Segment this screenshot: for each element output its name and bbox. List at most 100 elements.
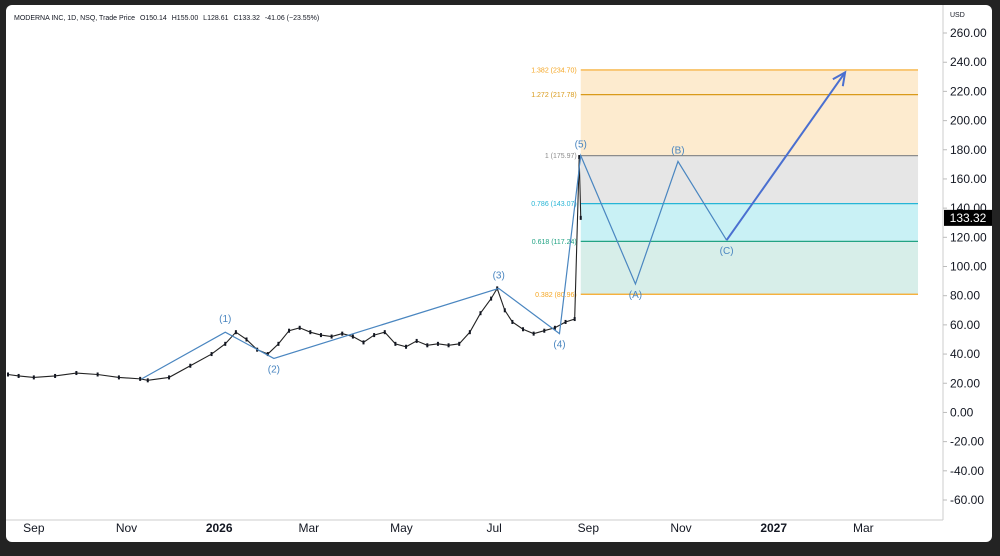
- price-point: [288, 328, 291, 333]
- price-point: [139, 376, 142, 381]
- wave-label: (5): [575, 140, 587, 151]
- x-tick-label: Nov: [670, 521, 691, 535]
- price-point: [532, 331, 535, 336]
- price-point: [146, 378, 149, 383]
- x-tick-label: Jul: [486, 521, 501, 535]
- current-price-label: 133.32: [950, 211, 987, 225]
- x-tick-label: May: [390, 521, 413, 535]
- price-point: [458, 341, 461, 346]
- price-point: [309, 330, 312, 335]
- fib-zone-1272-1: [580, 94, 919, 156]
- price-point: [277, 341, 280, 346]
- price-point: [245, 337, 248, 342]
- change-value: -41.06 (−23.55%): [264, 15, 320, 22]
- high-value: H155.00: [171, 15, 199, 22]
- x-tick-label: Mar: [853, 521, 874, 535]
- price-point: [468, 330, 471, 335]
- y-tick-label: 0.00: [950, 405, 974, 419]
- price-point: [330, 334, 333, 339]
- chart-frame: MODERNA INC, 1D, NSQ, Trade Price O150.1…: [6, 5, 992, 542]
- projection-arrow-head: [832, 70, 847, 87]
- fib-label-5: 0.382 (80.96): [535, 292, 577, 299]
- price-point: [373, 333, 376, 338]
- fib-label-4: 0.618 (117.24): [532, 239, 577, 246]
- price-point: [579, 215, 582, 220]
- fib-label-0: 1.382 (234.70): [531, 67, 577, 74]
- x-tick-label: Sep: [23, 521, 45, 535]
- symbol-title: MODERNA INC, 1D, NSQ, Trade Price: [14, 15, 135, 22]
- price-point: [96, 372, 99, 377]
- price-point: [234, 330, 237, 335]
- price-point: [341, 331, 344, 336]
- x-tick-label: Sep: [578, 521, 600, 535]
- y-tick-label: 200.00: [950, 114, 987, 128]
- price-point: [54, 373, 57, 378]
- fib-zone-0618-0382: [580, 241, 919, 295]
- low-value: L128.61: [203, 15, 229, 22]
- x-tick-label: 2027: [760, 521, 787, 535]
- currency-label: USD: [950, 12, 965, 19]
- x-axis: Sep Nov 2026 Mar May Jul Sep Nov 2027 Mar: [23, 521, 874, 535]
- y-axis: USD 260.00 240.00 220.00 200.00 180.00 160.00 1…: [943, 12, 992, 507]
- price-chart[interactable]: 1.382 (234.70) 1.272 (217.78) 1 (175.97) 0.…: [6, 5, 992, 542]
- fib-label-3: 0.786 (143.07): [531, 201, 577, 208]
- price-point: [573, 317, 576, 322]
- projection-arrow-line: [725, 71, 846, 241]
- price-point: [362, 340, 365, 345]
- price-point: [564, 319, 567, 324]
- price-point: [210, 352, 213, 357]
- y-tick-label: 40.00: [950, 347, 980, 361]
- x-tick-label: Nov: [116, 521, 137, 535]
- price-series-line: [7, 157, 582, 381]
- price-point: [319, 333, 322, 338]
- y-tick-label: 260.00: [950, 26, 987, 40]
- x-tick-label: 2026: [206, 521, 233, 535]
- wave-label: (A): [629, 290, 642, 301]
- price-point: [436, 341, 439, 346]
- price-point: [553, 325, 556, 330]
- price-point: [578, 155, 581, 160]
- y-tick-label: 60.00: [950, 318, 980, 332]
- y-tick-label: 180.00: [950, 143, 987, 157]
- open-value: O150.14: [139, 15, 167, 22]
- y-tick-label: 100.00: [950, 260, 987, 274]
- y-tick-label: -20.00: [950, 435, 984, 449]
- wave-label: (C): [720, 246, 734, 257]
- price-point: [490, 296, 493, 301]
- x-tick-label: Mar: [298, 521, 319, 535]
- y-tick-label: 20.00: [950, 376, 980, 390]
- fib-label-2: 1 (175.97): [545, 153, 577, 160]
- price-point: [522, 327, 525, 332]
- price-point: [543, 328, 546, 333]
- price-point: [7, 372, 9, 377]
- price-point: [168, 375, 171, 380]
- price-point: [447, 343, 450, 348]
- wave-label: (B): [671, 145, 684, 156]
- current-price-badge: [944, 209, 992, 226]
- price-point: [266, 352, 269, 357]
- plot-area: 1.382 (234.70) 1.272 (217.78) 1 (175.97) 0.…: [7, 67, 919, 383]
- chart-header: MODERNA INC, 1D, NSQ, Trade Price O150.1…: [14, 15, 322, 22]
- fib-label-1: 1.272 (217.78): [531, 92, 577, 99]
- price-point: [17, 373, 20, 378]
- close-value: C133.32: [233, 15, 260, 22]
- fib-zone-0786-0618: [580, 203, 919, 242]
- price-point: [32, 375, 35, 380]
- price-point: [189, 363, 192, 368]
- y-tick-label: 120.00: [950, 230, 987, 244]
- price-point: [117, 375, 120, 380]
- fib-zone-1382-1272: [580, 69, 919, 95]
- fib-zone-1-0786: [580, 155, 919, 204]
- y-tick-label: -40.00: [950, 464, 984, 478]
- price-point: [426, 343, 429, 348]
- y-tick-label: 240.00: [950, 55, 987, 69]
- price-point: [298, 325, 301, 330]
- wave-label: (3): [493, 270, 505, 281]
- wave-label: (2): [268, 364, 280, 375]
- price-point: [415, 338, 418, 343]
- y-tick-label: 80.00: [950, 289, 980, 303]
- price-point: [351, 334, 354, 339]
- price-point: [75, 371, 78, 376]
- price-point: [224, 341, 227, 346]
- price-point: [383, 330, 386, 335]
